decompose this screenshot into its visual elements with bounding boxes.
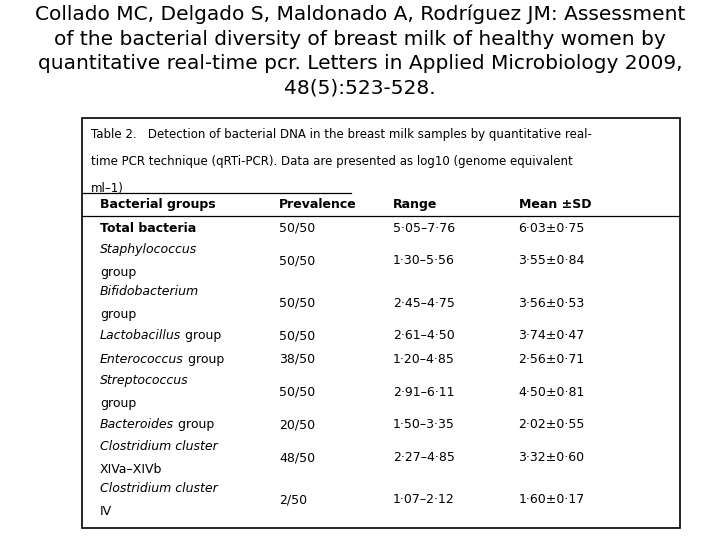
Text: Enterococcus: Enterococcus — [100, 353, 184, 366]
Text: group: group — [184, 353, 224, 366]
Text: 1·20–4·85: 1·20–4·85 — [393, 353, 455, 366]
Text: Collado MC, Delgado S, Maldonado A, Rodríguez JM: Assessment
of the bacterial di: Collado MC, Delgado S, Maldonado A, Rodr… — [35, 5, 685, 97]
Text: 5·05–7·76: 5·05–7·76 — [393, 221, 455, 235]
Text: 2·61–4·50: 2·61–4·50 — [393, 329, 455, 342]
Text: time PCR technique (qRTi-PCR). Data are presented as log10 (genome equivalent: time PCR technique (qRTi-PCR). Data are … — [91, 155, 572, 168]
Text: XIVa–XIVb: XIVa–XIVb — [100, 463, 162, 476]
Text: group: group — [100, 397, 136, 410]
Text: 50/50: 50/50 — [279, 254, 315, 267]
Text: 1·50–3·35: 1·50–3·35 — [393, 418, 455, 431]
Text: 3·32±0·60: 3·32±0·60 — [518, 451, 585, 464]
Text: Range: Range — [393, 198, 437, 211]
Text: 50/50: 50/50 — [279, 329, 315, 342]
Text: group: group — [174, 418, 215, 431]
Text: 50/50: 50/50 — [279, 296, 315, 309]
Text: Prevalence: Prevalence — [279, 198, 357, 211]
Text: 1·07–2·12: 1·07–2·12 — [393, 494, 455, 507]
Text: 50/50: 50/50 — [279, 386, 315, 399]
Text: Clostridium cluster: Clostridium cluster — [100, 482, 217, 495]
Text: 50/50: 50/50 — [279, 221, 315, 235]
Text: ml–1): ml–1) — [91, 181, 124, 194]
Text: Bacterial groups: Bacterial groups — [100, 198, 215, 211]
Text: Streptococcus: Streptococcus — [100, 374, 189, 387]
Text: Clostridium cluster: Clostridium cluster — [100, 440, 217, 453]
Text: 4·50±0·81: 4·50±0·81 — [518, 386, 585, 399]
Text: IV: IV — [100, 505, 112, 518]
Text: group: group — [100, 266, 136, 279]
Text: 2/50: 2/50 — [279, 494, 307, 507]
Text: 20/50: 20/50 — [279, 418, 315, 431]
Text: 3·56±0·53: 3·56±0·53 — [518, 296, 585, 309]
Text: group: group — [181, 329, 222, 342]
Text: Table 2.   Detection of bacterial DNA in the breast milk samples by quantitative: Table 2. Detection of bacterial DNA in t… — [91, 128, 592, 141]
Text: 1·60±0·17: 1·60±0·17 — [518, 494, 585, 507]
Text: 48/50: 48/50 — [279, 451, 315, 464]
Text: group: group — [100, 308, 136, 321]
Text: 2·56±0·71: 2·56±0·71 — [518, 353, 585, 366]
Text: 2·91–6·11: 2·91–6·11 — [393, 386, 454, 399]
Text: 38/50: 38/50 — [279, 353, 315, 366]
Text: 6·03±0·75: 6·03±0·75 — [518, 221, 585, 235]
Text: Lactobacillus: Lactobacillus — [100, 329, 181, 342]
Text: 1·30–5·56: 1·30–5·56 — [393, 254, 455, 267]
Text: 2·02±0·55: 2·02±0·55 — [518, 418, 585, 431]
Text: 2·27–4·85: 2·27–4·85 — [393, 451, 455, 464]
Text: 3·74±0·47: 3·74±0·47 — [518, 329, 585, 342]
Text: Bifidobacterium: Bifidobacterium — [100, 285, 199, 298]
Text: Bacteroides: Bacteroides — [100, 418, 174, 431]
Text: Mean ±SD: Mean ±SD — [518, 198, 591, 211]
Text: Staphylococcus: Staphylococcus — [100, 243, 197, 256]
Text: 3·55±0·84: 3·55±0·84 — [518, 254, 585, 267]
Text: 2·45–4·75: 2·45–4·75 — [393, 296, 455, 309]
Text: Total bacteria: Total bacteria — [100, 221, 196, 235]
